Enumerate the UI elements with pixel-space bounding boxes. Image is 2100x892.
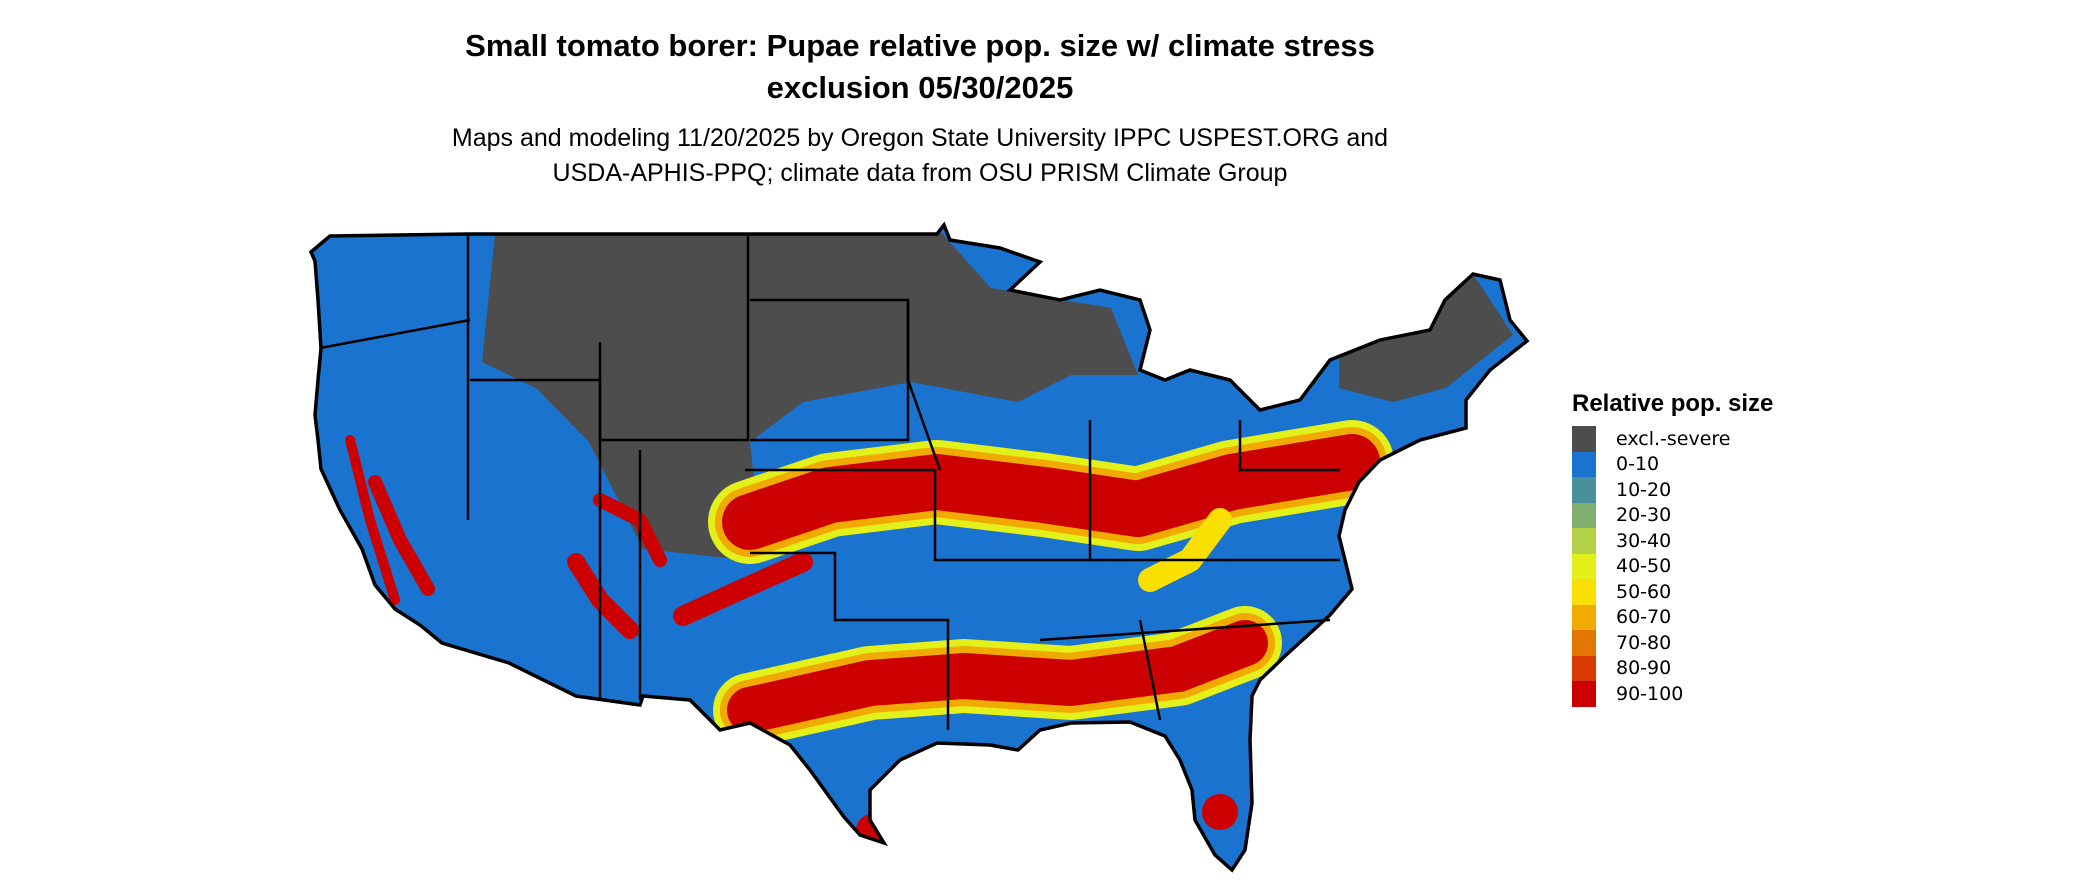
band-central <box>708 420 1394 564</box>
legend-title: Relative pop. size <box>1572 390 1774 417</box>
legend-item: 60-70 <box>1572 604 1773 630</box>
legend-label: 70-80 <box>1616 631 1672 654</box>
excluded-region-north <box>482 228 1138 562</box>
legend-swatch <box>1572 655 1596 681</box>
map-title-line1: Small tomato borer: Pupae relative pop. … <box>465 28 1375 63</box>
us-outline <box>308 221 1530 873</box>
legend: Relative pop. size excl.-severe 0-10 10-20… <box>1572 390 1773 707</box>
legend-swatch <box>1572 477 1596 503</box>
legend-swatch <box>1572 553 1596 579</box>
legend-label: 10-20 <box>1616 478 1672 501</box>
florida-hotspot <box>1202 794 1238 830</box>
legend-swatch <box>1572 681 1596 707</box>
legend-item: 90-100 <box>1572 681 1773 707</box>
legend-label: 40-50 <box>1616 555 1672 578</box>
legend-label: 50-60 <box>1616 580 1672 603</box>
legend-label: 30-40 <box>1616 529 1672 552</box>
legend-label: 60-70 <box>1616 606 1672 629</box>
legend-item: 80-90 <box>1572 655 1773 681</box>
legend-label: excl.-severe <box>1616 427 1731 450</box>
legend-item: 0-10 <box>1572 451 1773 477</box>
legend-swatch <box>1572 502 1596 528</box>
legend-label: 90-100 <box>1616 682 1684 705</box>
band-south <box>713 606 1282 747</box>
legend-label: 20-30 <box>1616 504 1672 527</box>
map-subtitle-line1: Maps and modeling 11/20/2025 by Oregon S… <box>451 124 1389 152</box>
legend-item: 40-50 <box>1572 553 1773 579</box>
legend-swatch <box>1572 604 1596 630</box>
legend-swatch <box>1572 579 1596 605</box>
legend-item: 70-80 <box>1572 630 1773 656</box>
legend-item: 20-30 <box>1572 502 1773 528</box>
legend-item: 50-60 <box>1572 579 1773 605</box>
legend-swatch <box>1572 528 1596 554</box>
legend-swatch <box>1572 426 1596 452</box>
legend-item: excl.-severe <box>1572 426 1773 452</box>
map-title-line2: exclusion 05/30/2025 <box>766 70 1074 105</box>
legend-label: 0-10 <box>1616 453 1660 476</box>
legend-item: 10-20 <box>1572 477 1773 503</box>
legend-label: 80-90 <box>1616 657 1672 680</box>
excluded-region-northeast <box>1339 274 1513 402</box>
state-borders <box>319 234 1340 730</box>
map-subtitle-line2: USDA-APHIS-PPQ; climate data from OSU PR… <box>552 159 1288 187</box>
legend-swatch <box>1572 630 1596 656</box>
legend-item: 30-40 <box>1572 528 1773 554</box>
legend-swatch <box>1572 451 1596 477</box>
